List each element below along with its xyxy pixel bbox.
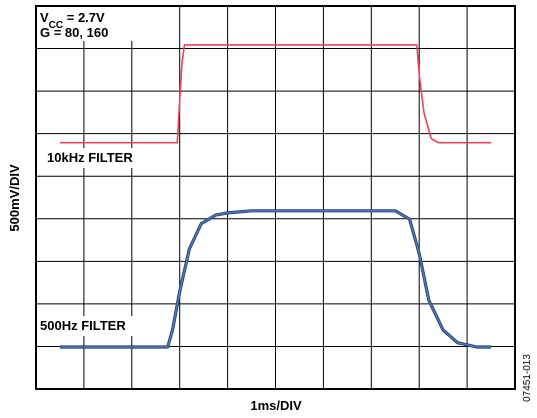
series-label-10khz: 10kHz FILTER [47, 150, 133, 165]
vcc-label: VCC = 2.7V [40, 10, 105, 31]
plot-frame [35, 5, 516, 390]
series-label-500hz: 500Hz FILTER [40, 318, 126, 333]
conditions-label-bg [37, 7, 137, 41]
series-label-bg-2 [38, 316, 152, 336]
trace-10khz [60, 44, 492, 144]
trace-500hz [60, 210, 492, 348]
y-axis-label: 500mV/DIV [7, 164, 22, 232]
figure-id: 07451-013 [522, 354, 533, 402]
traces [60, 44, 492, 349]
series-label-bg-1 [44, 148, 144, 168]
gain-label: G = 80, 160 [40, 25, 108, 40]
x-axis-label: 1ms/DIV [250, 398, 302, 413]
grid [36, 6, 515, 389]
